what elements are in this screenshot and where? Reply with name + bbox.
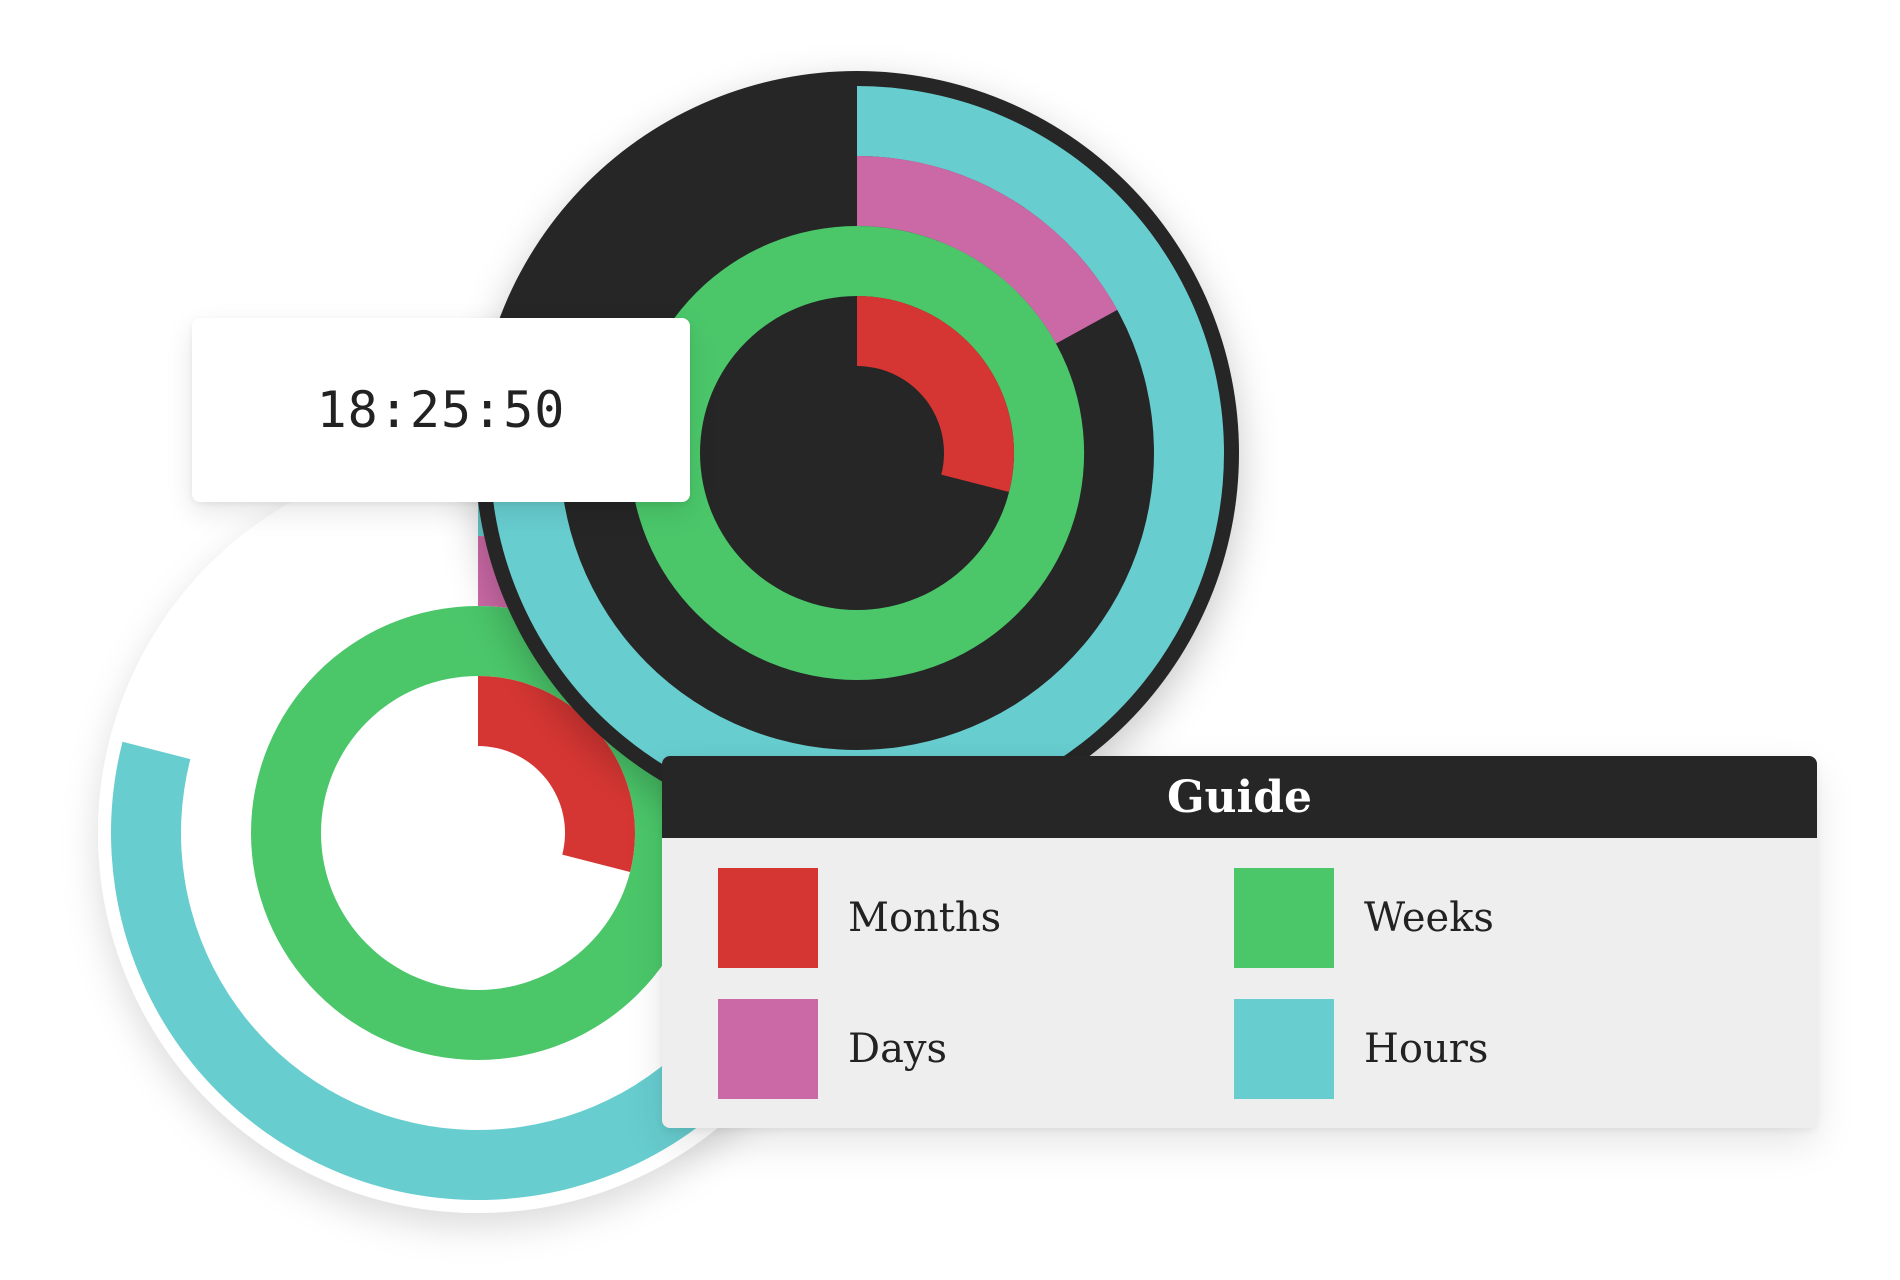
dark-weeks-ring	[629, 225, 1085, 681]
legend-item-weeks: Weeks	[1234, 868, 1494, 968]
weeks-swatch	[1234, 868, 1334, 968]
legend-item-days: Days	[718, 999, 947, 1099]
dark-months-ring	[857, 296, 1014, 493]
dark-days-ring	[857, 156, 1118, 344]
legend-item-months: Months	[718, 868, 1001, 968]
legend-label-hours: Hours	[1364, 1026, 1489, 1072]
legend-item-hours: Hours	[1234, 999, 1488, 1099]
digital-time: 18:25:50	[316, 381, 566, 439]
months-swatch	[718, 868, 818, 968]
guide-header: Guide	[662, 756, 1817, 838]
legend-label-months: Months	[848, 895, 1002, 941]
legend-label-weeks: Weeks	[1364, 895, 1494, 941]
days-swatch	[718, 999, 818, 1099]
light-months-ring	[478, 676, 635, 873]
guide-legend: Months Weeks Days Hours	[662, 838, 1817, 1128]
legend-label-days: Days	[848, 1026, 948, 1072]
hours-swatch	[1234, 999, 1334, 1099]
dark-theme-clock	[475, 71, 1239, 835]
guide-title: Guide	[1166, 771, 1313, 823]
digital-clock-card: 18:25:50	[192, 318, 690, 502]
guide-panel: Guide Months Weeks Days Hours	[662, 756, 1817, 1128]
